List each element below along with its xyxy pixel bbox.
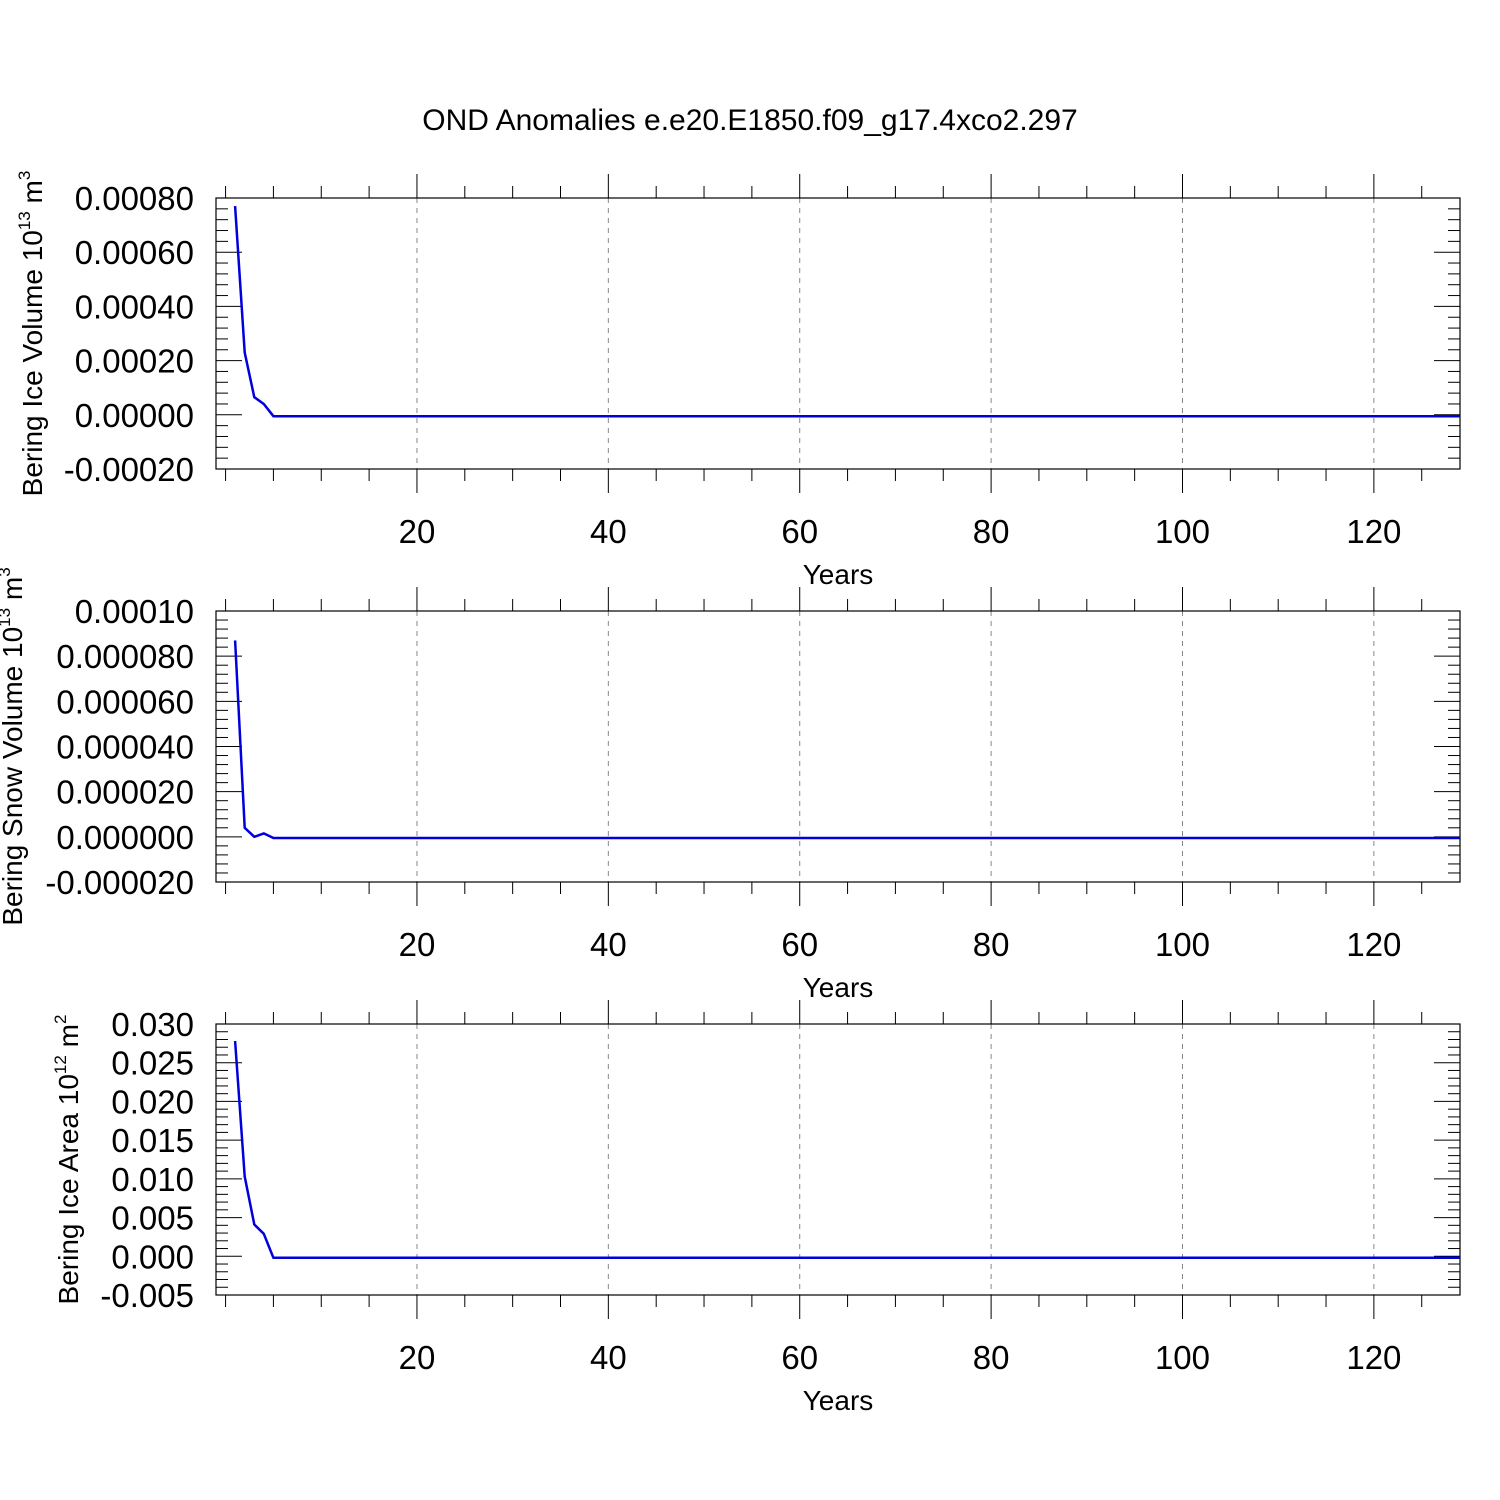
y-tick-label: -0.005 xyxy=(100,1277,194,1314)
x-tick-label: 100 xyxy=(1155,926,1210,963)
page-title: OND Anomalies e.e20.E1850.f09_g17.4xco2.… xyxy=(422,104,1078,137)
y-axis-title: Bering Ice Area 1012 m2 xyxy=(51,1015,84,1305)
y-axis-title-unit-exponent: 3 xyxy=(0,567,14,576)
x-tick-label: 60 xyxy=(781,513,818,550)
y-axis-title-unit: m xyxy=(0,577,28,608)
y-axis-title-text: Bering Ice Volume 10 xyxy=(17,230,48,496)
y-axis-title-exponent: 13 xyxy=(0,608,14,627)
x-tick-label: 80 xyxy=(973,926,1010,963)
series-line xyxy=(233,1040,1460,1260)
y-tick-label: 0.020 xyxy=(111,1083,194,1120)
y-tick-label: 0.00040 xyxy=(75,288,194,325)
y-tick-label: 0.00080 xyxy=(75,180,194,217)
y-tick-label: 0.00020 xyxy=(75,343,194,380)
x-tick-label: 120 xyxy=(1346,1339,1401,1376)
y-tick-label: 0.010 xyxy=(111,1161,194,1198)
chart-panel-2: -0.000020 0.000000 0.000020 0.000040 0.00006… xyxy=(0,567,1461,1003)
series-line xyxy=(233,206,1460,418)
y-tick-label: 0.000000 xyxy=(56,819,194,856)
y-tick-label: 0.000040 xyxy=(56,729,194,766)
y-tick-label: 0.000060 xyxy=(56,683,194,720)
y-axis-title-text: Bering Ice Area 10 xyxy=(53,1074,84,1304)
series-line xyxy=(233,640,1460,840)
x-tick-label: 40 xyxy=(590,926,627,963)
chart-panel-1: -0.00020 0.00000 0.00020 0.00040 0.00060 0.00… xyxy=(15,171,1461,590)
x-tick-label: 40 xyxy=(590,1339,627,1376)
x-axis-title: Years xyxy=(803,559,874,590)
y-axis-title-text: Bering Snow Volume 10 xyxy=(0,627,28,926)
y-axis-title: Bering Ice Volume 1013 m3 xyxy=(15,171,48,497)
y-tick-label: 0.00000 xyxy=(75,397,194,434)
chart-panel-3: -0.0050.0000.0050.0100.0150.0200.0250.03… xyxy=(51,1000,1461,1416)
y-tick-label: -0.000020 xyxy=(45,864,194,901)
x-axis-title: Years xyxy=(803,1385,874,1416)
y-tick-label: 0.030 xyxy=(111,1006,194,1043)
y-axis-title-unit-exponent: 2 xyxy=(51,1015,70,1024)
y-axis-title-exponent: 13 xyxy=(15,211,34,230)
x-tick-label: 60 xyxy=(781,1339,818,1376)
x-tick-label: 80 xyxy=(973,513,1010,550)
y-tick-label: 0.025 xyxy=(111,1045,194,1082)
y-tick-label: 0.000020 xyxy=(56,774,194,811)
y-tick-label: 0.00060 xyxy=(75,234,194,271)
y-tick-label: 0.000 xyxy=(111,1238,194,1275)
y-tick-label: 0.000080 xyxy=(56,638,194,675)
y-axis-title-unit: m xyxy=(17,180,48,211)
y-axis-title-exponent: 12 xyxy=(51,1055,70,1074)
y-tick-label: 0.00010 xyxy=(75,593,194,630)
plot-frame xyxy=(215,197,1461,470)
y-axis-title: Bering Snow Volume 1013 m3 xyxy=(0,567,28,925)
x-tick-label: 60 xyxy=(781,926,818,963)
x-tick-label: 20 xyxy=(399,926,436,963)
x-tick-label: 80 xyxy=(973,1339,1010,1376)
y-tick-label: 0.015 xyxy=(111,1122,194,1159)
x-tick-label: 20 xyxy=(399,513,436,550)
x-tick-label: 120 xyxy=(1346,926,1401,963)
x-axis-title: Years xyxy=(803,972,874,1003)
plot-frame xyxy=(215,610,1461,883)
y-axis-title-unit: m xyxy=(53,1024,84,1055)
x-tick-label: 100 xyxy=(1155,513,1210,550)
y-tick-label: -0.00020 xyxy=(64,451,194,488)
x-tick-label: 40 xyxy=(590,513,627,550)
x-tick-label: 100 xyxy=(1155,1339,1210,1376)
plot-frame xyxy=(215,1023,1461,1296)
x-tick-label: 120 xyxy=(1346,513,1401,550)
x-tick-label: 20 xyxy=(399,1339,436,1376)
y-tick-label: 0.005 xyxy=(111,1200,194,1237)
y-axis-title-unit-exponent: 3 xyxy=(15,171,34,180)
